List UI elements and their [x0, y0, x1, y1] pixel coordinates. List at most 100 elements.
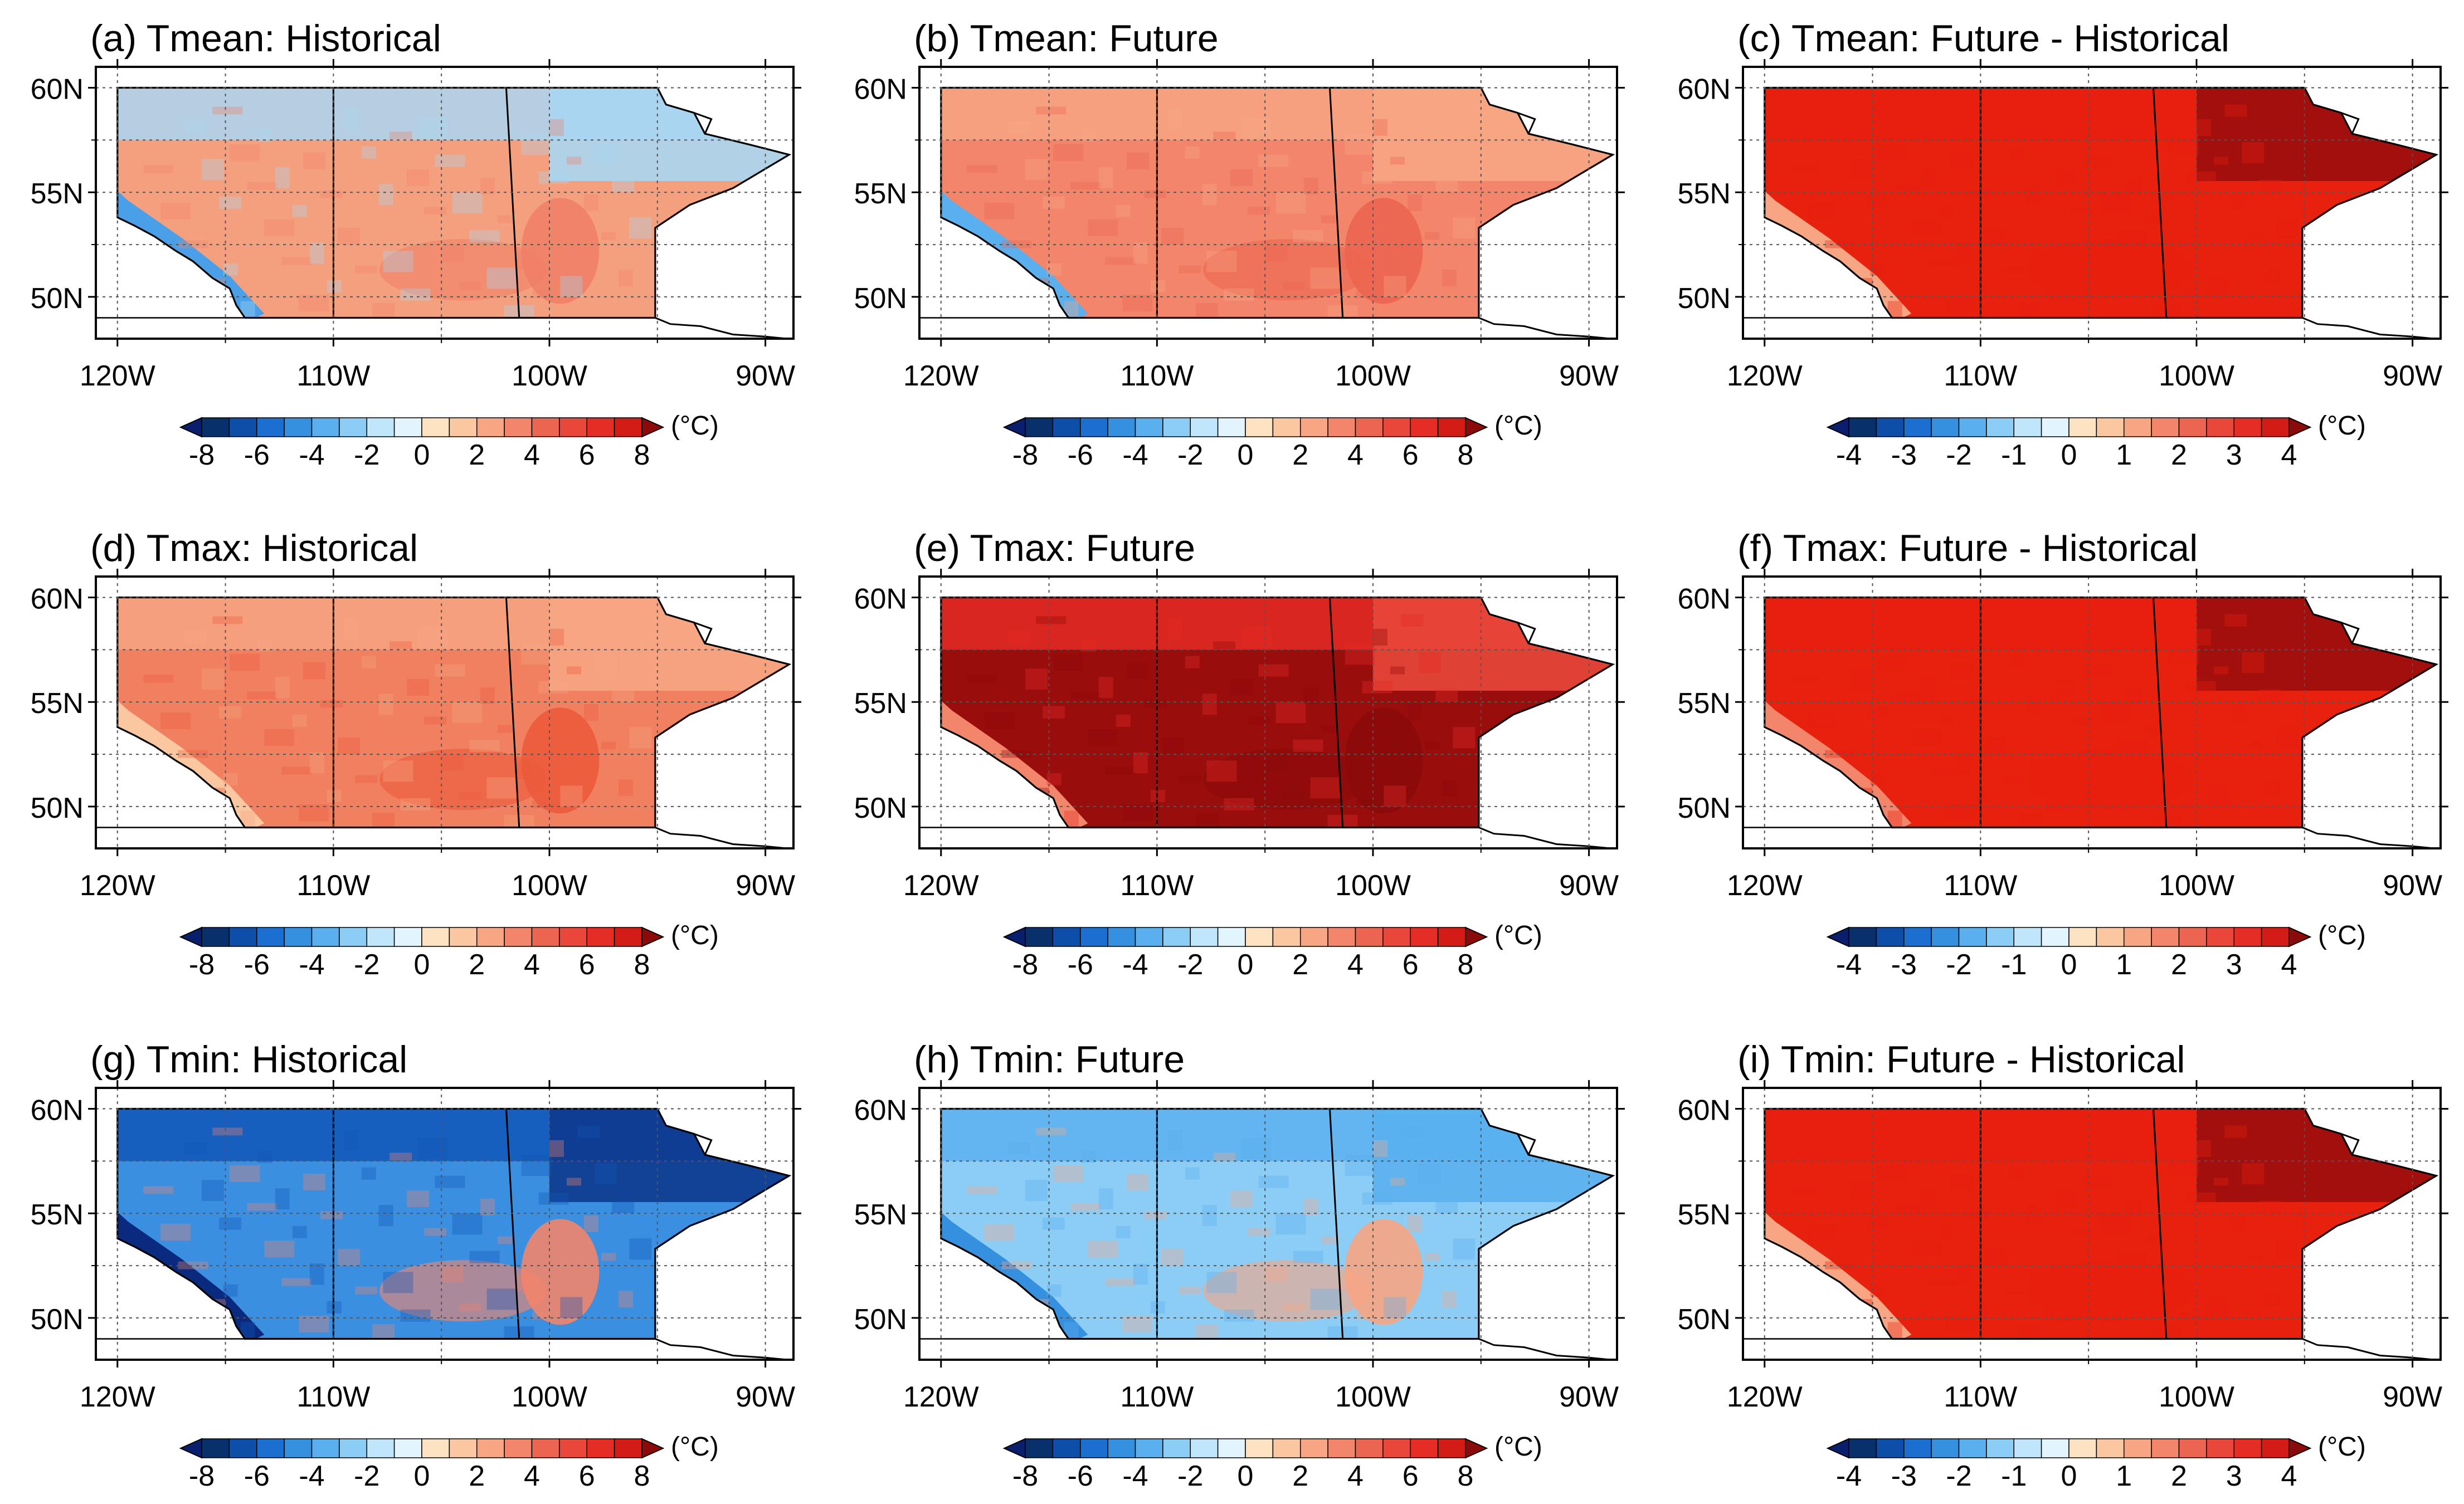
colorbar-label: 0	[2061, 949, 2077, 981]
lat-label: 50N	[31, 792, 84, 824]
lat-label: 55N	[1678, 178, 1731, 210]
colorbar-label: 4	[524, 1460, 540, 1492]
colorbar-bin	[1080, 417, 1108, 437]
coastline	[1478, 827, 1611, 849]
colorbar-bin	[1134, 1438, 1163, 1458]
colorbar-max-arrow	[2288, 1438, 2312, 1459]
map-frame	[918, 1087, 1618, 1361]
lat-label: 55N	[31, 178, 84, 210]
colorbar-bin	[1025, 927, 1054, 947]
colorbar-bin	[613, 927, 642, 947]
colorbar-bin	[2013, 927, 2042, 947]
colorbar-bin	[1162, 927, 1191, 947]
colorbar-label: -8	[1012, 439, 1038, 471]
colorbar-label: 8	[634, 439, 650, 471]
map-frame	[918, 575, 1618, 849]
lon-label: 90W	[2383, 360, 2442, 392]
colorbar-bin	[2124, 927, 2152, 947]
colorbar-bin	[1162, 417, 1191, 437]
colorbar-bin	[559, 1438, 587, 1458]
colorbar-bin	[1410, 417, 1439, 437]
colorbar-label: -2	[354, 439, 379, 471]
colorbar-bin	[284, 1438, 313, 1458]
colorbar-bin	[228, 1438, 257, 1458]
lat-label: 50N	[854, 792, 907, 824]
coastline	[1517, 622, 1536, 644]
colorbar-bin	[2096, 417, 2125, 437]
lat-label: 60N	[31, 1095, 84, 1127]
colorbar: -8 -6 -4 -2 0 2 4 6 8 (°C)	[1002, 411, 1542, 471]
lon-label: 120W	[80, 1381, 155, 1413]
colorbar-label: 3	[2226, 1460, 2242, 1492]
colorbar-bin	[2233, 1438, 2262, 1458]
colorbar-bin	[1217, 1438, 1246, 1458]
colorbar-min-arrow	[179, 926, 202, 948]
colorbar-bin	[1986, 417, 2014, 437]
colorbar-min-arrow	[1002, 1438, 1026, 1459]
colorbar-label: 2	[1292, 439, 1308, 471]
colorbar-label: -4	[1122, 439, 1148, 471]
lon-label: 110W	[1120, 360, 1194, 392]
lon-label: 100W	[2159, 1381, 2234, 1413]
colorbar-label: 8	[1458, 949, 1474, 981]
colorbar-bin	[1245, 927, 1274, 947]
colorbar-label: -1	[2001, 1460, 2027, 1492]
colorbar-bin	[393, 417, 422, 437]
map-frame	[1742, 66, 2442, 340]
graticule	[96, 1088, 793, 1360]
colorbar-bin	[586, 417, 615, 437]
province-border	[2152, 1109, 2168, 1339]
lon-label: 110W	[296, 870, 370, 902]
colorbar-bin	[1848, 927, 1877, 947]
colorbar-bin	[2206, 927, 2234, 947]
colorbar-bin	[2041, 927, 2069, 947]
colorbar-max-arrow	[641, 926, 665, 948]
colorbar-bin	[1245, 417, 1274, 437]
colorbar-min-arrow	[1826, 926, 1849, 948]
province-border	[2152, 597, 2168, 828]
lon-label: 110W	[1120, 870, 1194, 902]
lon-label: 120W	[903, 360, 979, 392]
colorbar-label: -4	[299, 1460, 324, 1492]
colorbar-bin	[449, 1438, 478, 1458]
province-border	[1328, 597, 1344, 828]
colorbar-min-arrow	[179, 417, 202, 438]
colorbar-label: -4	[299, 439, 324, 471]
lat-label: 60N	[1678, 1095, 1731, 1127]
lon-label: 90W	[1559, 360, 1619, 392]
colorbar-label: -2	[1946, 1460, 1971, 1492]
colorbar-bin	[1382, 417, 1411, 437]
colorbar-label: 2	[2171, 1460, 2187, 1492]
coastline	[2302, 317, 2434, 340]
colorbar-bin	[2261, 927, 2290, 947]
colorbar-label: 2	[469, 949, 485, 981]
colorbar-bin	[2178, 927, 2207, 947]
graticule	[96, 67, 793, 339]
colorbar-label: 4	[2281, 439, 2297, 471]
colorbar-bin	[2068, 1438, 2097, 1458]
colorbar-bin	[1080, 1438, 1108, 1458]
colorbar-label: 2	[1292, 1460, 1308, 1492]
colorbar-bin	[1355, 927, 1384, 947]
lat-label: 50N	[31, 282, 84, 315]
colorbar-bin	[1190, 417, 1219, 437]
colorbar-bin	[228, 927, 257, 947]
colorbar-unit: (°C)	[2318, 1432, 2366, 1462]
colorbar-bin	[1190, 1438, 1219, 1458]
lon-label: 110W	[296, 1381, 370, 1413]
colorbar-bin	[311, 1438, 340, 1458]
lat-label: 60N	[854, 1095, 907, 1127]
colorbar-label: -6	[244, 439, 270, 471]
colorbar-bin	[1986, 1438, 2014, 1458]
lat-label: 60N	[854, 583, 907, 616]
colorbar-bin	[1327, 417, 1356, 437]
lat-label: 55N	[31, 1199, 84, 1231]
colorbar-label: 0	[414, 439, 430, 471]
colorbar-label: 0	[1238, 949, 1254, 981]
colorbar-bin	[1958, 1438, 1987, 1458]
colorbar-bin	[476, 417, 505, 437]
lon-label: 90W	[736, 870, 795, 902]
colorbar-bin	[1300, 927, 1328, 947]
colorbar-bin	[613, 1438, 642, 1458]
